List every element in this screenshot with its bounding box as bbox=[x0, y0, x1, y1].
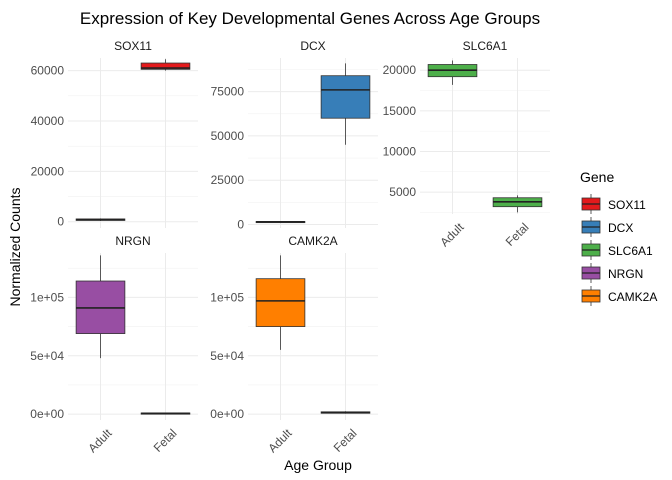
panel-nrgn: NRGN 0e+00 5e+04 1e+05 Adult Fetal bbox=[30, 234, 198, 455]
box-camk2a-adult bbox=[255, 255, 306, 350]
box-slc6a1-fetal bbox=[492, 195, 543, 213]
legend-label: SOX11 bbox=[608, 198, 646, 212]
legend-label: CAMK2A bbox=[608, 290, 657, 304]
legend-title: Gene bbox=[580, 169, 614, 185]
x-axis-title: Age Group bbox=[284, 457, 352, 473]
panel-slc6a1: SLC6A1 5000 10000 15000 20000 Adult Fetal bbox=[383, 39, 550, 249]
y-tick-label: 20000 bbox=[31, 164, 65, 178]
y-tick-label: 0e+00 bbox=[30, 407, 64, 421]
y-tick-label: 20000 bbox=[383, 63, 417, 77]
y-tick-label: 10000 bbox=[383, 144, 417, 158]
facet-panels: SOX11 0 20000 40000 60000 DCX 0 25000 50000 75000… bbox=[30, 39, 550, 455]
y-tick-label: 15000 bbox=[383, 104, 417, 118]
box-sox11-adult bbox=[75, 218, 126, 221]
box-sox11-fetal bbox=[140, 59, 191, 71]
x-tick-label: Fetal bbox=[503, 220, 532, 249]
box-body bbox=[140, 62, 191, 70]
legend-entry-camk2a: CAMK2A bbox=[581, 286, 657, 306]
panel-dcx: DCX 0 25000 50000 75000 bbox=[211, 39, 378, 231]
legend-label: SLC6A1 bbox=[608, 244, 653, 258]
legend-entry-nrgn: NRGN bbox=[581, 263, 643, 283]
y-tick-label: 60000 bbox=[31, 64, 65, 78]
legend-label: DCX bbox=[608, 221, 633, 235]
x-tick-label: Adult bbox=[265, 426, 295, 456]
y-tick-label: 0 bbox=[237, 217, 244, 231]
y-tick-label: 25000 bbox=[211, 173, 245, 187]
y-tick-label: 1e+05 bbox=[30, 290, 64, 304]
panel-strip-label: DCX bbox=[300, 39, 325, 53]
chart-title: Expression of Key Developmental Genes Ac… bbox=[80, 9, 540, 28]
box-dcx-adult bbox=[255, 221, 306, 224]
box-slc6a1-adult bbox=[427, 60, 478, 85]
x-tick-label: Adult bbox=[85, 426, 115, 456]
y-tick-label: 50000 bbox=[211, 129, 245, 143]
box-nrgn-fetal bbox=[140, 412, 191, 415]
panel-camk2a: CAMK2A 0e+00 5e+04 1e+05 Adult Fetal bbox=[210, 234, 378, 455]
y-tick-label: 40000 bbox=[31, 114, 65, 128]
y-tick-label: 5e+04 bbox=[30, 349, 64, 363]
x-tick-label: Adult bbox=[437, 220, 467, 250]
panel-sox11: SOX11 0 20000 40000 60000 bbox=[31, 39, 198, 229]
panel-strip-label: SLC6A1 bbox=[463, 39, 508, 53]
y-tick-label: 1e+05 bbox=[210, 290, 244, 304]
box-body bbox=[320, 75, 371, 119]
panel-strip-label: CAMK2A bbox=[288, 234, 337, 248]
box-nrgn-adult bbox=[75, 255, 126, 359]
legend-entry-sox11: SOX11 bbox=[581, 194, 646, 214]
box-dcx-fetal bbox=[320, 63, 371, 145]
legend-entry-dcx: DCX bbox=[581, 217, 633, 237]
legend-label: NRGN bbox=[608, 267, 643, 281]
y-tick-label: 75000 bbox=[211, 85, 245, 99]
y-tick-label: 0 bbox=[57, 215, 64, 229]
y-tick-label: 5000 bbox=[389, 185, 416, 199]
box-camk2a-fetal bbox=[320, 411, 371, 414]
legend-entry-slc6a1: SLC6A1 bbox=[581, 240, 653, 260]
box-body bbox=[255, 278, 306, 327]
panel-strip-label: SOX11 bbox=[114, 39, 152, 53]
y-tick-label: 5e+04 bbox=[210, 349, 244, 363]
panel-strip-label: NRGN bbox=[115, 234, 150, 248]
x-tick-label: Fetal bbox=[331, 426, 360, 455]
x-tick-label: Fetal bbox=[151, 426, 180, 455]
y-tick-label: 0e+00 bbox=[210, 407, 244, 421]
legend: Gene SOX11 DCX SLC6A1 NRGN CAMK2A bbox=[580, 169, 657, 306]
y-axis-title: Normalized Counts bbox=[7, 187, 23, 306]
